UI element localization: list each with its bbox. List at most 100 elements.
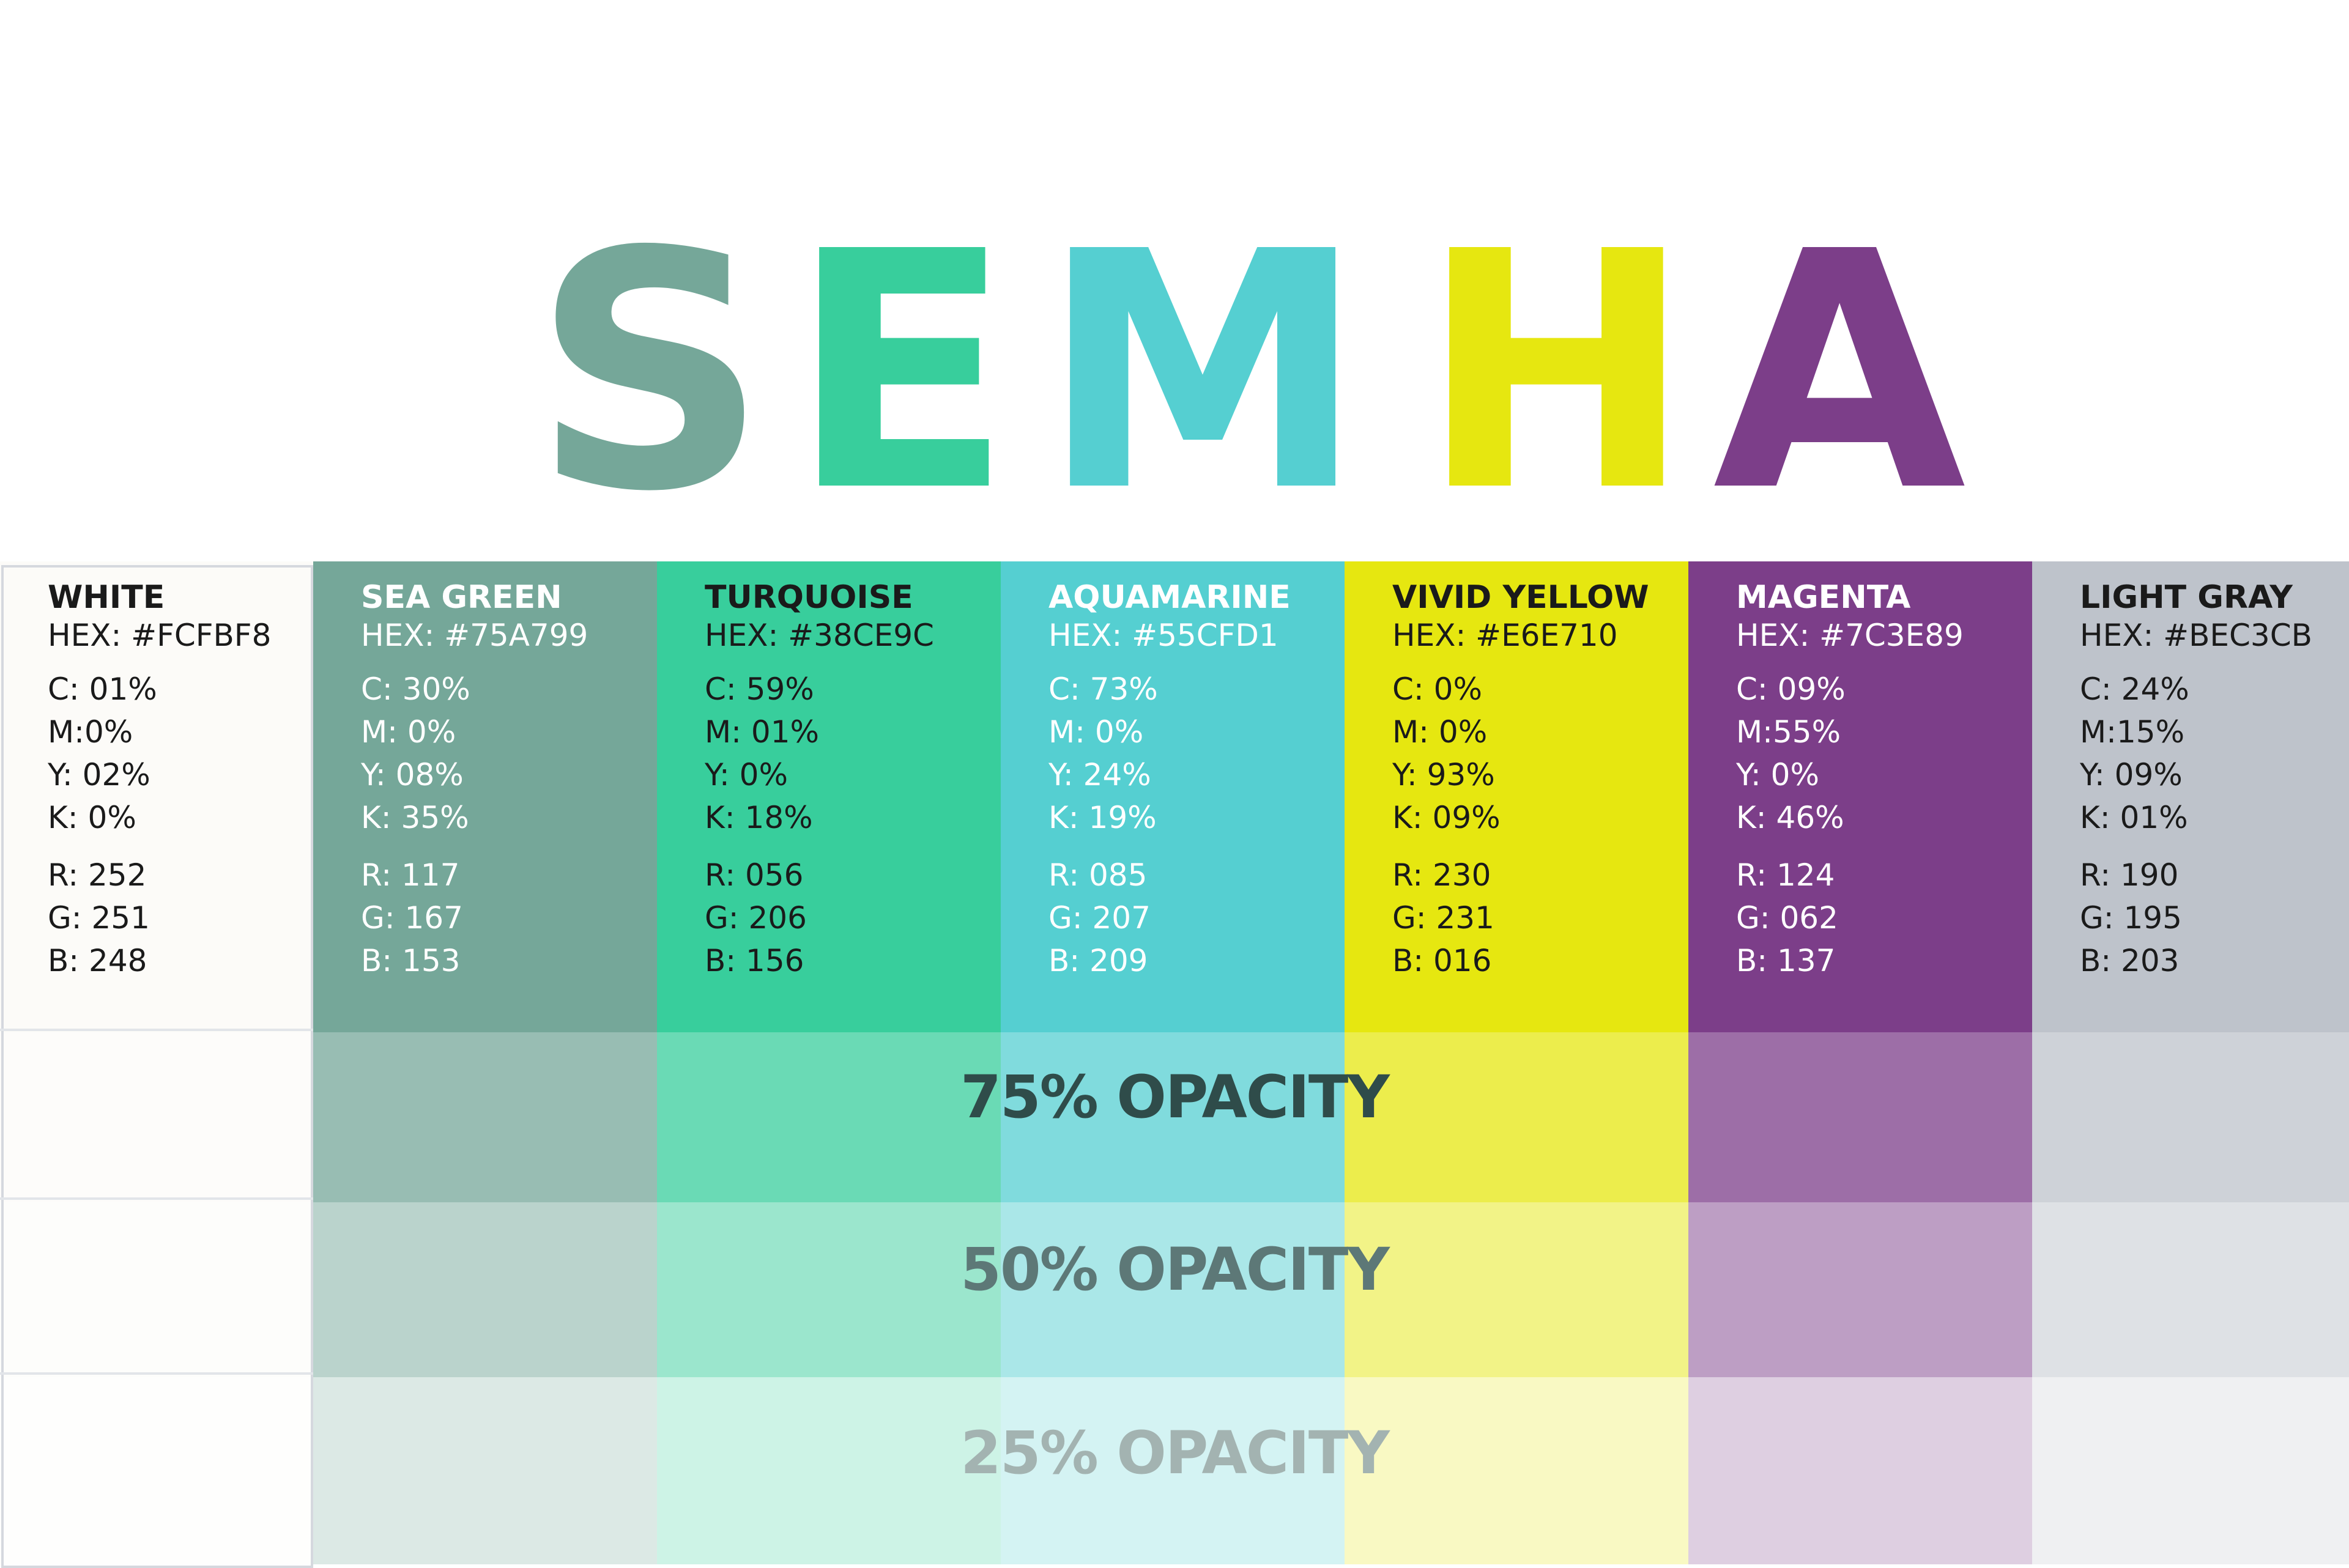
tint-50-aquamarine [1001, 1202, 1345, 1377]
rgb-g: G: 251 [48, 900, 150, 936]
brand-wordmark: S E M H A [0, 208, 2349, 538]
cmyk-c: C: 01% [48, 671, 157, 707]
rgb-g: G: 062 [1736, 900, 1838, 936]
swatch-cmyk: C: 24% M:15% Y: 09% K: 01% [2080, 668, 2312, 839]
tint-25-sea-green [313, 1377, 657, 1564]
divider [0, 1372, 313, 1375]
brand-letter-a: A [1713, 182, 1967, 563]
rgb-g: G: 195 [2080, 900, 2182, 936]
cmyk-c: C: 59% [705, 671, 814, 707]
tint-25-white [0, 1377, 313, 1564]
color-palette: WHITE HEX: #FCFBF8 C: 01% M:0% Y: 02% K:… [0, 561, 2349, 1568]
swatch-info: AQUAMARINE HEX: #55CFD1 C: 73% M: 0% Y: … [1048, 579, 1291, 982]
rgb-r: R: 190 [2080, 857, 2179, 893]
swatch-cmyk: C: 59% M: 01% Y: 0% K: 18% [705, 668, 934, 839]
tint-75-aquamarine [1001, 1032, 1345, 1202]
tint-25-light-gray [2032, 1377, 2349, 1564]
rgb-r: R: 230 [1392, 857, 1491, 893]
brand-letter-m: M [1040, 182, 1366, 563]
swatch-cmyk: C: 01% M:0% Y: 02% K: 0% [48, 668, 271, 839]
rgb-r: R: 252 [48, 857, 147, 893]
swatch-name: SEA GREEN [361, 579, 562, 616]
opacity-label-75: 75% OPACITY [960, 1063, 1390, 1131]
cmyk-y: Y: 02% [48, 757, 150, 793]
swatch-rgb: R: 230 G: 231 B: 016 [1392, 854, 1649, 982]
cmyk-m: M:55% [1736, 714, 1841, 750]
tint-50-magenta [1688, 1202, 2032, 1377]
divider [0, 1029, 313, 1031]
cmyk-c: C: 73% [1048, 671, 1158, 707]
cmyk-y: Y: 09% [2080, 757, 2183, 793]
swatch-column-magenta: MAGENTA HEX: #7C3E89 C: 09% M:55% Y: 0% … [1688, 561, 2032, 1564]
cmyk-m: M: 0% [1048, 714, 1144, 750]
tint-50-turquoise [657, 1202, 1001, 1377]
cmyk-m: M: 0% [1392, 714, 1488, 750]
swatch-column-aquamarine: AQUAMARINE HEX: #55CFD1 C: 73% M: 0% Y: … [1001, 561, 1345, 1564]
swatch-info: SEA GREEN HEX: #75A799 C: 30% M: 0% Y: 0… [361, 579, 588, 982]
cmyk-k: K: 35% [361, 800, 469, 835]
cmyk-c: C: 0% [1392, 671, 1482, 707]
cmyk-m: M:0% [48, 714, 133, 750]
swatch-rgb: R: 124 G: 062 B: 137 [1736, 854, 1964, 982]
swatch-name: WHITE [48, 579, 165, 616]
cmyk-k: K: 18% [705, 800, 813, 835]
cmyk-k: K: 46% [1736, 800, 1844, 835]
swatch-name: AQUAMARINE [1048, 579, 1291, 616]
swatch-hex: HEX: #7C3E89 [1736, 618, 1964, 653]
cmyk-m: M: 01% [705, 714, 820, 750]
rgb-g: G: 167 [361, 900, 463, 936]
rgb-r: R: 117 [361, 857, 460, 893]
cmyk-m: M:15% [2080, 714, 2185, 750]
swatch-light-gray: LIGHT GRAY HEX: #BEC3CB C: 24% M:15% Y: … [2032, 561, 2349, 1032]
swatch-column-sea-green: SEA GREEN HEX: #75A799 C: 30% M: 0% Y: 0… [313, 561, 657, 1564]
swatch-rgb: R: 190 G: 195 B: 203 [2080, 854, 2312, 982]
rgb-b: B: 248 [48, 943, 147, 978]
swatch-hex: HEX: #FCFBF8 [48, 618, 272, 653]
cmyk-k: K: 19% [1048, 800, 1157, 835]
swatch-turquoise: TURQUOISE HEX: #38CE9C C: 59% M: 01% Y: … [657, 561, 1001, 1032]
swatch-cmyk: C: 30% M: 0% Y: 08% K: 35% [361, 668, 588, 839]
rgb-g: G: 207 [1048, 900, 1151, 936]
swatch-name: TURQUOISE [705, 579, 913, 616]
rgb-b: B: 016 [1392, 943, 1492, 978]
tint-25-turquoise [657, 1377, 1001, 1564]
tint-75-magenta [1688, 1032, 2032, 1202]
tint-25-vivid-yellow [1345, 1377, 1688, 1564]
cmyk-m: M: 0% [361, 714, 456, 750]
tint-25-aquamarine [1001, 1377, 1345, 1564]
rgb-g: G: 231 [1392, 900, 1494, 936]
swatch-hex: HEX: #55CFD1 [1048, 618, 1278, 653]
swatch-magenta: MAGENTA HEX: #7C3E89 C: 09% M:55% Y: 0% … [1688, 561, 2032, 1032]
swatch-rgb: R: 117 G: 167 B: 153 [361, 854, 588, 982]
brand-letter-e: E [789, 182, 1013, 563]
swatch-rgb: R: 085 G: 207 B: 209 [1048, 854, 1291, 982]
swatch-hex: HEX: #75A799 [361, 618, 588, 653]
opacity-label-50: 50% OPACITY [960, 1235, 1390, 1304]
swatch-info: MAGENTA HEX: #7C3E89 C: 09% M:55% Y: 0% … [1736, 579, 1964, 982]
swatch-name: VIVID YELLOW [1392, 579, 1649, 616]
tint-75-light-gray [2032, 1032, 2349, 1202]
opacity-label-25: 25% OPACITY [960, 1419, 1390, 1487]
cmyk-k: K: 0% [48, 800, 136, 835]
swatch-info: WHITE HEX: #FCFBF8 C: 01% M:0% Y: 02% K:… [48, 579, 271, 982]
swatch-sea-green: SEA GREEN HEX: #75A799 C: 30% M: 0% Y: 0… [313, 561, 657, 1032]
cmyk-y: Y: 08% [361, 757, 464, 793]
swatch-column-light-gray: LIGHT GRAY HEX: #BEC3CB C: 24% M:15% Y: … [2032, 561, 2349, 1564]
swatch-rgb: R: 056 G: 206 B: 156 [705, 854, 934, 982]
tint-50-vivid-yellow [1345, 1202, 1688, 1377]
swatch-hex: HEX: #BEC3CB [2080, 618, 2312, 653]
cmyk-c: C: 24% [2080, 671, 2189, 707]
rgb-b: B: 203 [2080, 943, 2180, 978]
rgb-g: G: 206 [705, 900, 807, 936]
rgb-b: B: 156 [705, 943, 804, 978]
tint-75-white [0, 1032, 313, 1202]
swatch-name: MAGENTA [1736, 579, 1911, 616]
brand-letter-s: S [532, 182, 768, 563]
cmyk-k: K: 09% [1392, 800, 1501, 835]
tint-50-sea-green [313, 1202, 657, 1377]
cmyk-y: Y: 24% [1048, 757, 1151, 793]
rgb-b: B: 153 [361, 943, 461, 978]
cmyk-c: C: 30% [361, 671, 470, 707]
swatch-vivid-yellow: VIVID YELLOW HEX: #E6E710 C: 0% M: 0% Y:… [1345, 561, 1688, 1032]
swatch-cmyk: C: 0% M: 0% Y: 93% K: 09% [1392, 668, 1649, 839]
